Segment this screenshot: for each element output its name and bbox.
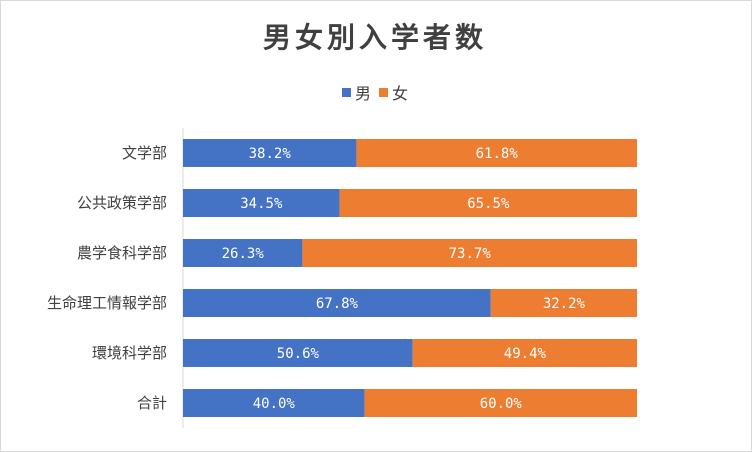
data-label-male: 34.5% [240, 196, 283, 212]
bar-male [183, 289, 491, 317]
bar-male [183, 189, 340, 217]
data-label-male: 50.6% [277, 346, 320, 362]
bar-female [364, 389, 637, 417]
category-tick-label: 文学部 [122, 144, 167, 162]
bar-male [183, 339, 413, 367]
data-label-female: 49.4% [504, 346, 547, 362]
bar-female [412, 339, 637, 367]
legend-item-female: 女 [379, 80, 408, 104]
legend-label-female: 女 [392, 84, 409, 103]
bar-female [356, 139, 637, 167]
data-label-male: 38.2% [249, 146, 292, 162]
data-label-male: 67.8% [316, 296, 359, 312]
data-label-female: 65.5% [467, 196, 510, 212]
category-tick-label: 生命理工情報学部 [47, 294, 167, 312]
bar-female [490, 289, 637, 317]
legend-item-male: 男 [341, 80, 371, 104]
bar-male [183, 139, 357, 167]
data-label-male: 26.3% [222, 246, 265, 262]
data-label-female: 61.8% [476, 146, 519, 162]
category-tick-label: 農学食科学部 [77, 244, 167, 262]
bar-male [183, 389, 365, 417]
data-label-female: 32.2% [543, 296, 586, 312]
bar-female [302, 239, 637, 267]
chart-title: 男女別入学者数 [262, 21, 487, 54]
legend-label-male: 男 [354, 84, 371, 103]
legend: 男 女 [0, 80, 750, 104]
category-tick-label: 公共政策学部 [77, 194, 167, 212]
data-label-female: 60.0% [480, 396, 523, 412]
legend-swatch-female [379, 87, 388, 97]
category-tick-label: 合計 [137, 394, 167, 412]
bar-female [339, 189, 637, 217]
category-tick-label: 環境科学部 [92, 344, 167, 362]
data-label-female: 73.7% [449, 246, 492, 262]
data-label-male: 40.0% [253, 396, 296, 412]
bar-male [183, 239, 303, 267]
legend-swatch-male [341, 87, 351, 97]
